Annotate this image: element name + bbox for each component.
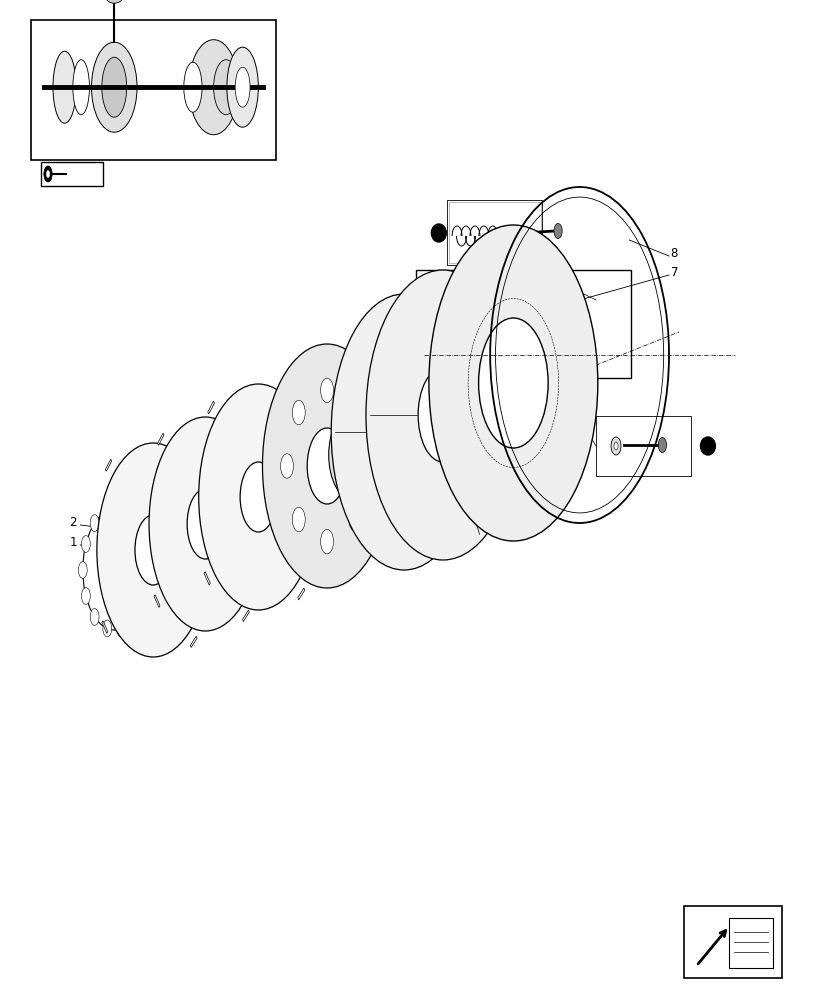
Ellipse shape xyxy=(340,433,363,477)
Circle shape xyxy=(523,314,539,334)
Ellipse shape xyxy=(262,344,391,588)
Polygon shape xyxy=(420,300,481,311)
Ellipse shape xyxy=(73,60,89,115)
Text: KIT: KIT xyxy=(434,335,449,344)
Ellipse shape xyxy=(117,620,126,637)
Bar xyxy=(595,416,691,476)
Ellipse shape xyxy=(451,294,467,310)
Polygon shape xyxy=(194,459,201,471)
Text: 1: 1 xyxy=(69,536,77,549)
Text: 5: 5 xyxy=(286,376,294,389)
Ellipse shape xyxy=(320,529,333,554)
Ellipse shape xyxy=(380,388,427,476)
Polygon shape xyxy=(246,433,253,445)
Text: 3: 3 xyxy=(174,499,181,512)
Polygon shape xyxy=(420,311,463,368)
Ellipse shape xyxy=(138,536,147,552)
Ellipse shape xyxy=(81,588,90,604)
Ellipse shape xyxy=(141,562,150,578)
Polygon shape xyxy=(154,595,160,607)
Ellipse shape xyxy=(103,620,112,637)
Ellipse shape xyxy=(187,489,223,559)
Ellipse shape xyxy=(418,368,467,462)
Bar xyxy=(41,162,103,186)
Text: 4: 4 xyxy=(184,480,192,493)
Ellipse shape xyxy=(101,545,127,595)
Text: 2: 2 xyxy=(69,516,77,529)
Ellipse shape xyxy=(90,515,99,531)
Ellipse shape xyxy=(348,507,361,532)
Ellipse shape xyxy=(307,428,347,504)
Text: 8: 8 xyxy=(670,247,677,260)
Ellipse shape xyxy=(348,400,361,425)
Text: 7: 7 xyxy=(670,266,677,279)
Ellipse shape xyxy=(328,411,375,499)
Polygon shape xyxy=(102,621,108,633)
Bar xyxy=(31,20,275,160)
Ellipse shape xyxy=(657,438,666,452)
Ellipse shape xyxy=(213,60,238,115)
Polygon shape xyxy=(463,300,481,368)
Ellipse shape xyxy=(97,443,209,657)
Ellipse shape xyxy=(331,294,476,570)
Ellipse shape xyxy=(135,515,171,585)
Polygon shape xyxy=(105,459,112,471)
Ellipse shape xyxy=(83,510,146,630)
Bar xyxy=(448,202,540,263)
Ellipse shape xyxy=(81,536,90,552)
Ellipse shape xyxy=(478,318,547,448)
Ellipse shape xyxy=(53,51,76,123)
Bar xyxy=(415,270,630,378)
Bar xyxy=(683,906,781,978)
Ellipse shape xyxy=(129,609,138,625)
Ellipse shape xyxy=(138,588,147,604)
Ellipse shape xyxy=(366,270,519,560)
Ellipse shape xyxy=(79,562,87,578)
Polygon shape xyxy=(242,610,249,621)
Polygon shape xyxy=(203,572,210,585)
Ellipse shape xyxy=(103,503,112,520)
Ellipse shape xyxy=(320,378,333,403)
Ellipse shape xyxy=(292,400,305,425)
Ellipse shape xyxy=(90,609,99,625)
Ellipse shape xyxy=(235,67,250,107)
Ellipse shape xyxy=(610,437,620,455)
Polygon shape xyxy=(190,636,197,647)
Text: 3: 3 xyxy=(195,461,203,474)
Ellipse shape xyxy=(428,225,597,541)
Ellipse shape xyxy=(106,0,122,3)
Circle shape xyxy=(431,224,446,242)
Ellipse shape xyxy=(184,62,202,112)
Ellipse shape xyxy=(44,166,52,182)
Ellipse shape xyxy=(46,170,50,178)
Ellipse shape xyxy=(292,507,305,532)
Ellipse shape xyxy=(102,57,127,117)
Ellipse shape xyxy=(129,515,138,531)
Ellipse shape xyxy=(463,293,475,303)
Text: KIT: KIT xyxy=(466,328,478,333)
Ellipse shape xyxy=(280,454,293,478)
Bar xyxy=(729,918,772,968)
Ellipse shape xyxy=(553,224,562,238)
Text: =: = xyxy=(551,316,561,328)
Ellipse shape xyxy=(503,227,513,245)
Ellipse shape xyxy=(92,42,137,132)
Ellipse shape xyxy=(613,442,617,450)
Polygon shape xyxy=(298,588,304,600)
Bar xyxy=(447,200,542,265)
Ellipse shape xyxy=(227,47,258,127)
Polygon shape xyxy=(157,433,164,445)
Ellipse shape xyxy=(149,417,261,631)
Ellipse shape xyxy=(117,503,126,520)
Ellipse shape xyxy=(189,40,238,135)
Polygon shape xyxy=(302,401,308,414)
Ellipse shape xyxy=(198,384,318,610)
Text: 9: 9 xyxy=(576,316,585,328)
Circle shape xyxy=(700,437,715,455)
Text: 6: 6 xyxy=(286,392,294,405)
Ellipse shape xyxy=(240,462,276,532)
Ellipse shape xyxy=(506,232,509,240)
Polygon shape xyxy=(208,401,214,414)
Ellipse shape xyxy=(361,454,373,478)
